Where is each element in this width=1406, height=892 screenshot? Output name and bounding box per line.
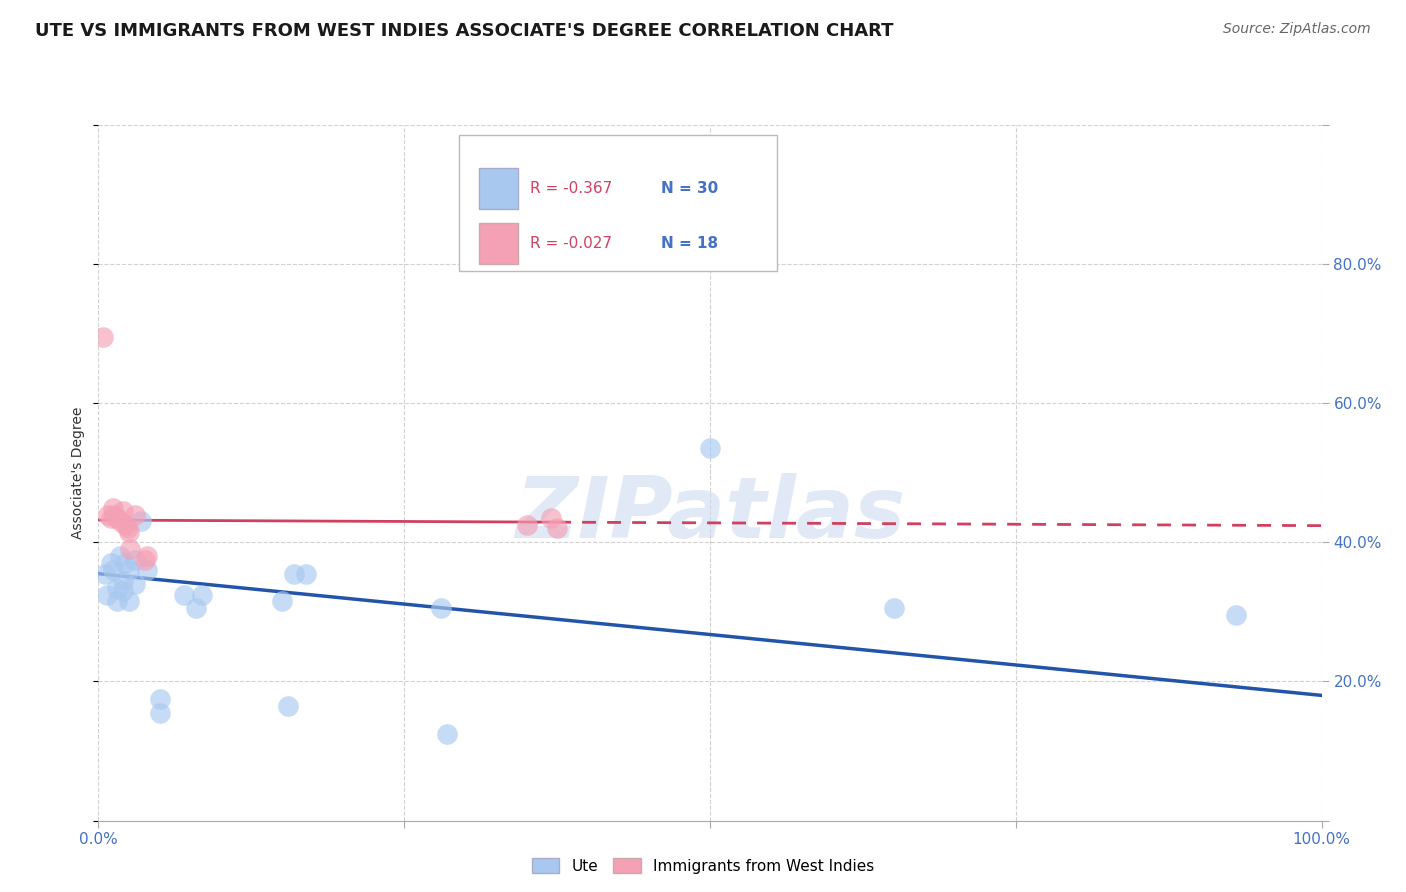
- Point: [111, 584, 134, 599]
- Point: [118, 524, 141, 539]
- Point: [129, 515, 152, 529]
- Point: [100, 556, 122, 570]
- Point: [149, 706, 172, 720]
- Point: [124, 552, 146, 567]
- Point: [699, 442, 721, 456]
- Point: [186, 601, 208, 615]
- Point: [96, 587, 118, 601]
- Point: [173, 587, 195, 601]
- FancyBboxPatch shape: [479, 223, 517, 264]
- Text: Source: ZipAtlas.com: Source: ZipAtlas.com: [1223, 22, 1371, 37]
- Point: [105, 581, 128, 595]
- Legend: Ute, Immigrants from West Indies: Ute, Immigrants from West Indies: [526, 852, 880, 880]
- Y-axis label: Associate's Degree: Associate's Degree: [72, 407, 86, 539]
- Point: [118, 563, 141, 577]
- Point: [270, 594, 294, 608]
- Point: [103, 508, 125, 522]
- Point: [136, 549, 159, 564]
- Point: [515, 517, 537, 532]
- Point: [546, 521, 568, 535]
- Point: [105, 511, 128, 525]
- Point: [120, 542, 142, 557]
- Text: UTE VS IMMIGRANTS FROM WEST INDIES ASSOCIATE'S DEGREE CORRELATION CHART: UTE VS IMMIGRANTS FROM WEST INDIES ASSOC…: [35, 22, 894, 40]
- FancyBboxPatch shape: [460, 136, 778, 271]
- Text: R = -0.027: R = -0.027: [530, 235, 612, 251]
- FancyBboxPatch shape: [479, 168, 517, 209]
- Point: [100, 511, 122, 525]
- Point: [540, 511, 562, 525]
- Point: [136, 563, 159, 577]
- Point: [118, 594, 141, 608]
- Point: [105, 594, 128, 608]
- Text: N = 18: N = 18: [661, 235, 718, 251]
- Point: [149, 692, 172, 706]
- Point: [1225, 608, 1247, 623]
- Point: [430, 601, 453, 615]
- Point: [883, 601, 905, 615]
- Point: [283, 566, 305, 581]
- Point: [101, 563, 124, 577]
- Point: [101, 500, 124, 515]
- Point: [111, 574, 134, 588]
- Point: [124, 508, 146, 522]
- Text: N = 30: N = 30: [661, 181, 718, 196]
- Point: [295, 566, 318, 581]
- Point: [91, 330, 114, 344]
- Point: [110, 515, 132, 529]
- Point: [93, 566, 115, 581]
- Point: [436, 726, 458, 740]
- Point: [277, 698, 299, 713]
- Point: [111, 504, 134, 518]
- Point: [117, 521, 139, 535]
- Point: [97, 508, 120, 522]
- Text: R = -0.367: R = -0.367: [530, 181, 613, 196]
- Point: [110, 549, 132, 564]
- Point: [124, 577, 146, 591]
- Text: ZIPatlas: ZIPatlas: [515, 473, 905, 556]
- Point: [191, 587, 214, 601]
- Point: [134, 552, 156, 567]
- Point: [114, 556, 136, 570]
- Point: [114, 517, 136, 532]
